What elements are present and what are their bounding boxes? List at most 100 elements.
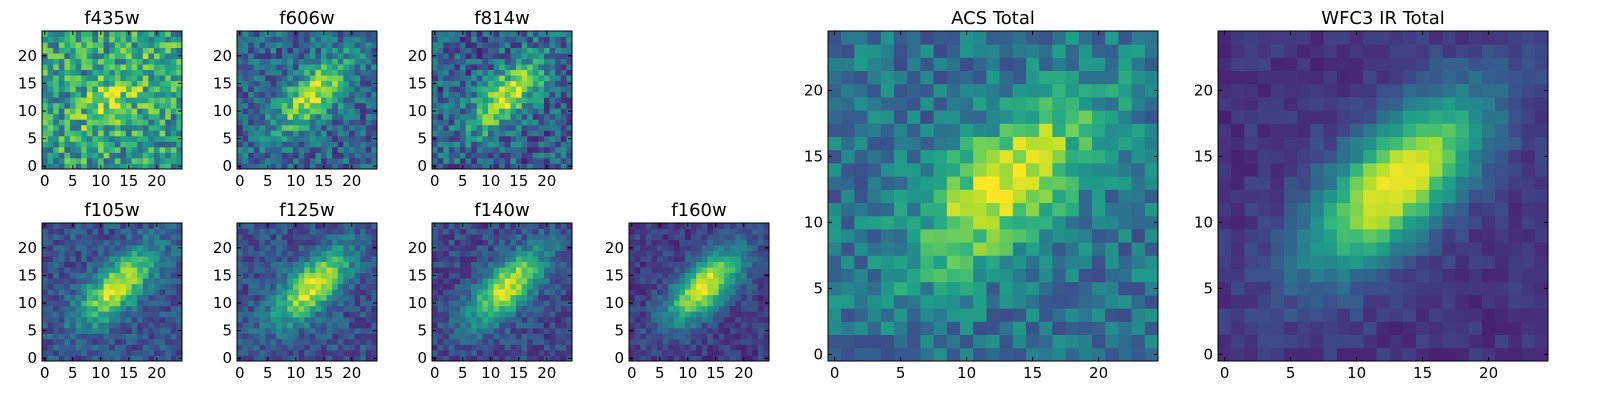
heatmap-cell <box>662 311 669 318</box>
heatmap-cell <box>337 228 344 235</box>
heatmap-cell <box>98 278 104 285</box>
heatmap-cell <box>265 267 271 274</box>
heatmap-cell <box>148 267 155 274</box>
heatmap-cell <box>109 311 116 318</box>
heatmap-cell <box>142 355 149 362</box>
heatmap-cell <box>701 228 708 235</box>
heatmap-cell <box>75 157 82 164</box>
heatmap-cell <box>651 234 658 240</box>
heatmap-cell <box>460 283 466 290</box>
heatmap-cell <box>337 53 344 59</box>
heatmap-cell <box>120 311 127 318</box>
heatmap-cell <box>651 294 658 301</box>
heatmap-cell <box>432 47 438 54</box>
heatmap-cell <box>741 256 747 263</box>
heatmap-cell <box>920 334 934 349</box>
heatmap-cell <box>81 322 88 329</box>
heatmap-cell <box>131 69 138 76</box>
heatmap-cell <box>560 278 567 285</box>
heatmap-cell <box>499 152 506 159</box>
heatmap-cell <box>504 75 511 82</box>
x-tick-label: 5 <box>655 364 665 382</box>
heatmap-cell <box>86 228 93 235</box>
heatmap-cell <box>454 338 461 345</box>
heatmap-cell <box>527 245 534 251</box>
heatmap-cell <box>92 338 99 345</box>
heatmap-cell <box>159 289 166 296</box>
heatmap-cell <box>114 141 121 148</box>
heatmap-cell <box>242 124 249 131</box>
heatmap-cell <box>527 130 534 137</box>
heatmap-cell <box>326 86 333 93</box>
heatmap-cell <box>365 36 372 43</box>
heatmap-cell <box>321 228 327 235</box>
heatmap-cell <box>137 239 144 246</box>
y-tick-label: 20 <box>18 47 37 65</box>
heatmap-cell <box>270 146 277 153</box>
y-tick-label: 5 <box>27 130 37 148</box>
heatmap-cell <box>448 311 455 318</box>
heatmap-cell <box>454 47 461 54</box>
heatmap-cell <box>287 58 294 65</box>
heatmap-cell <box>657 234 663 240</box>
heatmap-cell <box>298 58 305 65</box>
heatmap-cell <box>304 31 311 37</box>
heatmap-cell <box>343 256 350 263</box>
heatmap-cell <box>309 300 316 307</box>
heatmap-cell <box>259 119 266 126</box>
heatmap-cell <box>707 289 714 296</box>
heatmap-cell <box>298 75 305 82</box>
heatmap-cell <box>724 316 731 323</box>
heatmap-cell <box>549 245 556 251</box>
heatmap-cell <box>53 344 60 351</box>
heatmap-cell <box>81 311 88 318</box>
heatmap-cell <box>343 245 350 251</box>
heatmap-cell <box>298 333 305 340</box>
heatmap-cell <box>165 228 172 235</box>
heatmap-cell <box>98 267 104 274</box>
heatmap-cell <box>371 69 378 76</box>
heatmap-cell <box>332 58 339 65</box>
heatmap-cell <box>735 250 742 257</box>
heatmap-cell <box>120 228 127 235</box>
heatmap-cell <box>532 53 539 59</box>
heatmap-cell <box>114 124 121 131</box>
heatmap-cell <box>120 64 127 71</box>
heatmap-cell <box>287 267 294 274</box>
heatmap-cell <box>1026 268 1040 283</box>
heatmap-cell <box>729 267 736 274</box>
heatmap-cell <box>47 31 54 37</box>
heatmap-cell <box>471 239 478 246</box>
heatmap-cell <box>131 289 138 296</box>
heatmap-cell <box>81 278 88 285</box>
heatmap-cell <box>471 294 478 301</box>
heatmap-cell <box>64 97 71 104</box>
heatmap-cell <box>488 157 494 164</box>
heatmap-cell <box>281 311 288 318</box>
heatmap-cell <box>159 283 166 290</box>
heatmap-cell <box>880 163 895 177</box>
heatmap-cell <box>270 300 277 307</box>
heatmap-cell <box>933 255 948 269</box>
heatmap-cell <box>465 108 472 115</box>
heatmap-cell <box>679 272 686 279</box>
heatmap-cell <box>281 267 288 274</box>
heatmap-cell <box>349 108 355 115</box>
heatmap-cell <box>98 234 104 240</box>
heatmap-cell <box>527 300 534 307</box>
heatmap-cell <box>53 141 60 148</box>
x-tick-label: 15 <box>509 172 528 190</box>
heatmap-cell <box>315 75 322 82</box>
heatmap-cell <box>516 53 522 59</box>
heatmap-cell <box>354 53 361 59</box>
heatmap-cell <box>242 256 249 263</box>
heatmap-cell <box>746 245 753 251</box>
heatmap-cell <box>265 69 271 76</box>
heatmap-cell <box>443 311 450 318</box>
heatmap-cell <box>304 53 311 59</box>
heatmap-cell <box>109 223 116 229</box>
heatmap-cell <box>685 245 691 251</box>
heatmap-cell <box>248 53 255 59</box>
heatmap-cell <box>154 344 160 351</box>
heatmap-cell <box>343 124 350 131</box>
